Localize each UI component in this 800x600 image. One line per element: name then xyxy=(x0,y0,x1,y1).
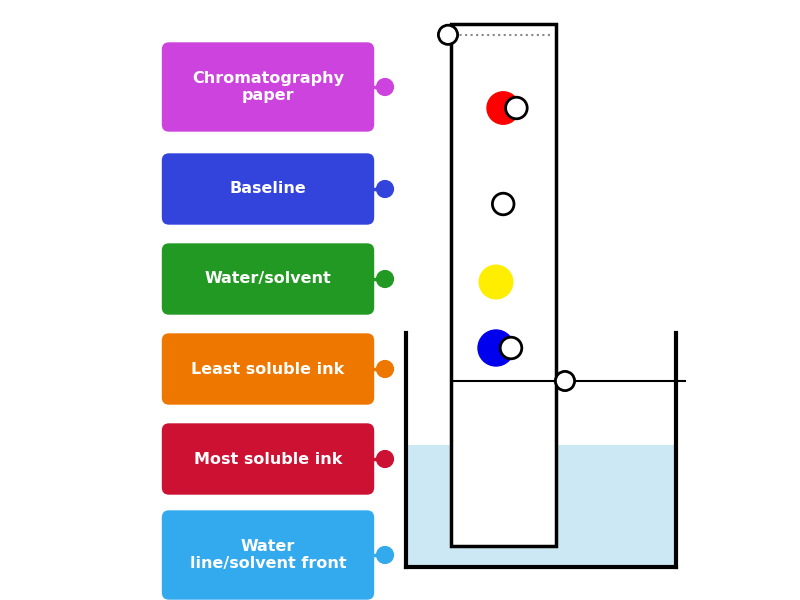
Circle shape xyxy=(478,330,514,366)
Circle shape xyxy=(349,547,368,566)
FancyBboxPatch shape xyxy=(162,153,374,224)
Text: Water/solvent: Water/solvent xyxy=(205,271,331,286)
Circle shape xyxy=(377,547,394,563)
Text: Most soluble ink: Most soluble ink xyxy=(194,451,342,467)
Circle shape xyxy=(377,451,394,467)
FancyBboxPatch shape xyxy=(451,24,556,546)
FancyBboxPatch shape xyxy=(162,424,374,494)
Circle shape xyxy=(479,265,513,299)
Circle shape xyxy=(377,361,394,377)
Circle shape xyxy=(377,181,394,197)
Circle shape xyxy=(377,79,394,95)
Text: Water
line/solvent front: Water line/solvent front xyxy=(190,539,346,571)
Text: Chromatography
paper: Chromatography paper xyxy=(192,71,344,103)
Text: Baseline: Baseline xyxy=(230,181,306,196)
Text: Least soluble ink: Least soluble ink xyxy=(191,361,345,377)
Circle shape xyxy=(377,271,394,287)
FancyBboxPatch shape xyxy=(162,510,374,600)
Circle shape xyxy=(493,193,514,215)
Circle shape xyxy=(500,337,522,359)
Circle shape xyxy=(438,25,458,44)
FancyBboxPatch shape xyxy=(162,42,374,132)
Circle shape xyxy=(506,97,527,119)
FancyBboxPatch shape xyxy=(162,334,374,404)
Circle shape xyxy=(487,92,519,124)
FancyBboxPatch shape xyxy=(162,243,374,314)
Circle shape xyxy=(555,371,574,391)
FancyBboxPatch shape xyxy=(406,445,676,567)
